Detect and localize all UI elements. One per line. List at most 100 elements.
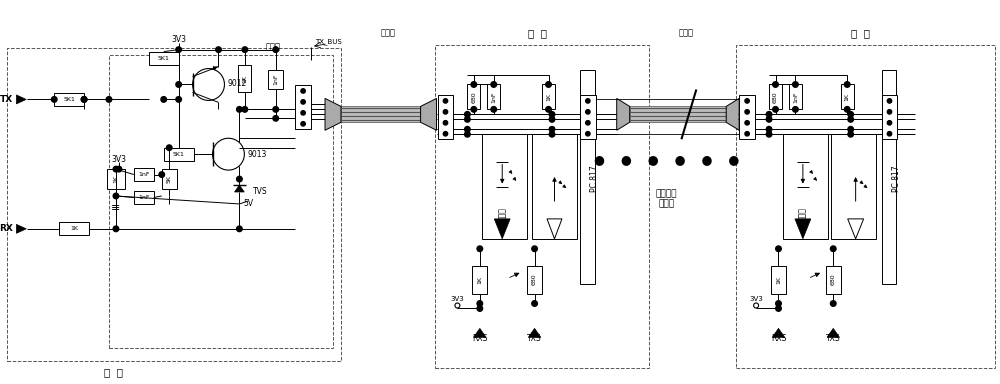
Bar [841, 84, 854, 109]
Polygon shape [547, 219, 562, 239]
Bar [59, 222, 89, 235]
Circle shape [793, 107, 798, 112]
Text: TX_BUS: TX_BUS [315, 38, 341, 45]
Text: 1nF: 1nF [273, 74, 278, 85]
Text: 1K: 1K [845, 93, 850, 101]
Text: ≡: ≡ [111, 203, 121, 213]
Circle shape [745, 132, 749, 136]
Circle shape [237, 226, 242, 232]
Circle shape [477, 246, 483, 252]
Circle shape [81, 97, 87, 102]
Bar [54, 93, 84, 106]
Polygon shape [16, 224, 26, 233]
Circle shape [81, 97, 87, 102]
Circle shape [766, 126, 772, 132]
Polygon shape [772, 328, 785, 338]
Circle shape [776, 301, 781, 306]
Circle shape [532, 246, 537, 252]
Circle shape [745, 99, 749, 103]
Circle shape [443, 121, 448, 125]
Polygon shape [325, 98, 341, 130]
Circle shape [532, 301, 537, 306]
Circle shape [176, 47, 181, 53]
Circle shape [586, 110, 590, 114]
Bar [532, 134, 577, 239]
Polygon shape [235, 185, 244, 192]
Circle shape [443, 110, 448, 114]
Circle shape [844, 107, 850, 112]
Text: 5K: 5K [167, 175, 172, 183]
Bar [435, 45, 649, 368]
Circle shape [301, 89, 305, 93]
Circle shape [477, 301, 483, 306]
Text: 5K1: 5K1 [158, 56, 170, 61]
Bar [472, 266, 487, 293]
Circle shape [830, 301, 836, 306]
Text: 1nF: 1nF [138, 195, 150, 200]
Text: 平行线: 平行线 [679, 28, 694, 37]
Circle shape [113, 226, 119, 232]
Text: 平行线: 平行线 [380, 28, 395, 37]
Polygon shape [617, 98, 630, 130]
Circle shape [848, 116, 853, 122]
Text: 9013: 9013 [247, 150, 267, 159]
Text: 680: 680 [831, 274, 836, 285]
Text: 680: 680 [773, 91, 778, 103]
Circle shape [754, 303, 759, 308]
Text: 驱动板: 驱动板 [498, 207, 507, 221]
Circle shape [455, 303, 460, 308]
Circle shape [549, 116, 555, 122]
Polygon shape [795, 219, 811, 239]
Bar [739, 96, 755, 139]
Circle shape [887, 132, 892, 136]
Text: TXS: TXS [826, 334, 841, 343]
Circle shape [848, 112, 853, 117]
Bar [831, 134, 876, 239]
Text: PC 817: PC 817 [590, 166, 599, 192]
Circle shape [773, 82, 778, 87]
Text: TVS: TVS [253, 187, 268, 197]
Circle shape [443, 132, 448, 136]
Circle shape [301, 111, 305, 115]
Circle shape [549, 126, 555, 132]
Text: 1nF: 1nF [138, 172, 150, 177]
Circle shape [766, 131, 772, 137]
Circle shape [116, 166, 122, 172]
Circle shape [848, 131, 853, 137]
Circle shape [586, 121, 590, 125]
Polygon shape [726, 98, 739, 130]
Circle shape [465, 112, 470, 117]
Circle shape [776, 246, 781, 252]
Circle shape [745, 110, 749, 114]
Text: 1K: 1K [477, 276, 482, 284]
Text: 可串联多
个节点: 可串联多 个节点 [656, 189, 677, 209]
Circle shape [848, 126, 853, 132]
Circle shape [766, 112, 772, 117]
Bar [134, 168, 154, 181]
Circle shape [106, 97, 112, 102]
Text: 680: 680 [532, 274, 537, 285]
Circle shape [773, 107, 778, 112]
Bar [580, 70, 595, 284]
Text: 3V3: 3V3 [111, 155, 126, 164]
Circle shape [549, 112, 555, 117]
Circle shape [586, 132, 590, 136]
Bar [438, 96, 453, 139]
Circle shape [51, 97, 57, 102]
Polygon shape [827, 328, 840, 338]
Bar [736, 45, 995, 368]
Circle shape [887, 99, 892, 103]
Text: TX: TX [0, 95, 13, 104]
Text: RX: RX [0, 224, 13, 233]
Circle shape [471, 82, 477, 87]
Circle shape [161, 97, 167, 102]
Text: 1K: 1K [776, 276, 781, 284]
Circle shape [273, 116, 279, 121]
Circle shape [465, 131, 470, 137]
Circle shape [491, 107, 497, 112]
Circle shape [844, 82, 850, 87]
Circle shape [465, 116, 470, 122]
Bar [882, 70, 896, 284]
Circle shape [776, 306, 781, 311]
Bar [482, 134, 527, 239]
